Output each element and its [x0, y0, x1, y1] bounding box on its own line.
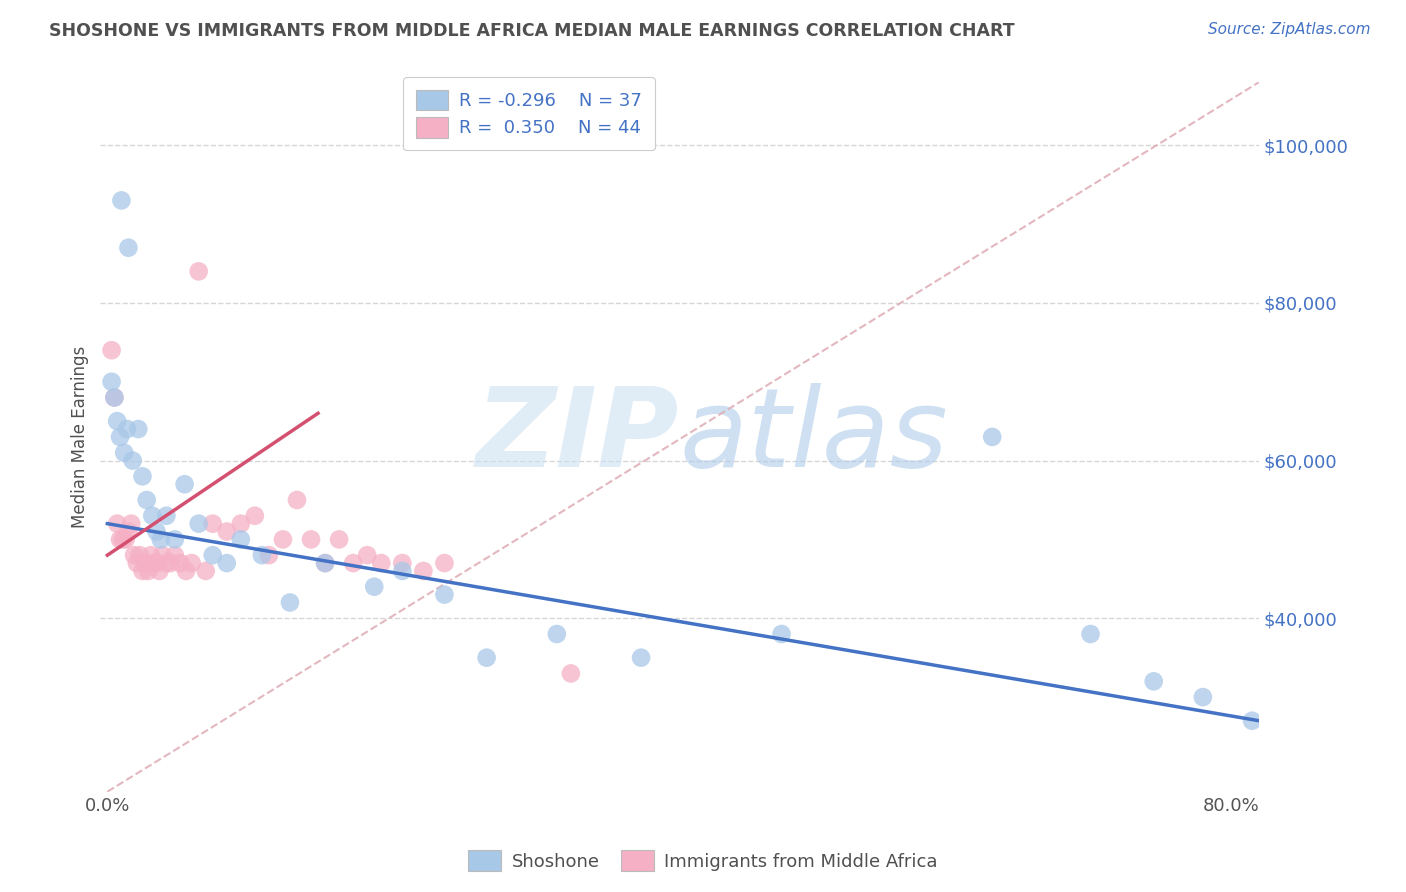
Point	[163, 533, 186, 547]
Point	[159, 556, 181, 570]
Point	[314, 556, 336, 570]
Point	[187, 264, 209, 278]
Point	[131, 469, 153, 483]
Point	[155, 508, 177, 523]
Point	[135, 493, 157, 508]
Text: Source: ZipAtlas.com: Source: ZipAtlas.com	[1208, 22, 1371, 37]
Point	[1192, 690, 1215, 704]
Point	[128, 548, 150, 562]
Point	[546, 627, 568, 641]
Point	[125, 556, 148, 570]
Point	[278, 595, 301, 609]
Point	[114, 533, 136, 547]
Point	[100, 375, 122, 389]
Point	[560, 666, 582, 681]
Point	[981, 430, 1004, 444]
Point	[412, 564, 434, 578]
Point	[111, 533, 134, 547]
Point	[194, 564, 217, 578]
Point	[243, 508, 266, 523]
Point	[155, 556, 177, 570]
Point	[139, 548, 162, 562]
Point	[770, 627, 793, 641]
Text: ZIP: ZIP	[477, 384, 679, 491]
Point	[112, 446, 135, 460]
Point	[103, 391, 125, 405]
Point	[229, 516, 252, 531]
Point	[180, 556, 202, 570]
Point	[108, 430, 131, 444]
Point	[187, 516, 209, 531]
Point	[105, 414, 128, 428]
Point	[122, 548, 145, 562]
Point	[100, 343, 122, 358]
Point	[475, 650, 498, 665]
Point	[136, 564, 159, 578]
Legend: Shoshone, Immigrants from Middle Africa: Shoshone, Immigrants from Middle Africa	[461, 843, 945, 879]
Point	[201, 516, 224, 531]
Point	[134, 556, 156, 570]
Point	[299, 533, 322, 547]
Point	[391, 564, 413, 578]
Point	[141, 508, 163, 523]
Point	[391, 556, 413, 570]
Point	[257, 548, 280, 562]
Point	[148, 564, 170, 578]
Text: atlas: atlas	[679, 384, 948, 491]
Point	[142, 556, 165, 570]
Point	[356, 548, 378, 562]
Point	[127, 422, 149, 436]
Point	[201, 548, 224, 562]
Point	[370, 556, 392, 570]
Y-axis label: Median Male Earnings: Median Male Earnings	[72, 346, 89, 528]
Point	[110, 194, 132, 208]
Point	[121, 453, 143, 467]
Point	[108, 533, 131, 547]
Legend: R = -0.296    N = 37, R =  0.350    N = 44: R = -0.296 N = 37, R = 0.350 N = 44	[404, 77, 655, 150]
Point	[250, 548, 273, 562]
Point	[120, 516, 142, 531]
Point	[145, 556, 167, 570]
Point	[229, 533, 252, 547]
Point	[105, 516, 128, 531]
Point	[215, 556, 238, 570]
Point	[433, 588, 456, 602]
Point	[145, 524, 167, 539]
Point	[117, 241, 139, 255]
Point	[630, 650, 652, 665]
Point	[150, 548, 173, 562]
Point	[342, 556, 364, 570]
Text: SHOSHONE VS IMMIGRANTS FROM MIDDLE AFRICA MEDIAN MALE EARNINGS CORRELATION CHART: SHOSHONE VS IMMIGRANTS FROM MIDDLE AFRIC…	[49, 22, 1015, 40]
Point	[131, 564, 153, 578]
Point	[215, 524, 238, 539]
Point	[169, 556, 191, 570]
Point	[1143, 674, 1166, 689]
Point	[328, 533, 350, 547]
Point	[149, 533, 172, 547]
Point	[174, 564, 197, 578]
Point	[285, 493, 308, 508]
Point	[115, 422, 138, 436]
Point	[103, 391, 125, 405]
Point	[163, 548, 186, 562]
Point	[1080, 627, 1102, 641]
Point	[173, 477, 195, 491]
Point	[314, 556, 336, 570]
Point	[271, 533, 294, 547]
Point	[1241, 714, 1264, 728]
Point	[117, 524, 139, 539]
Point	[363, 580, 385, 594]
Point	[433, 556, 456, 570]
